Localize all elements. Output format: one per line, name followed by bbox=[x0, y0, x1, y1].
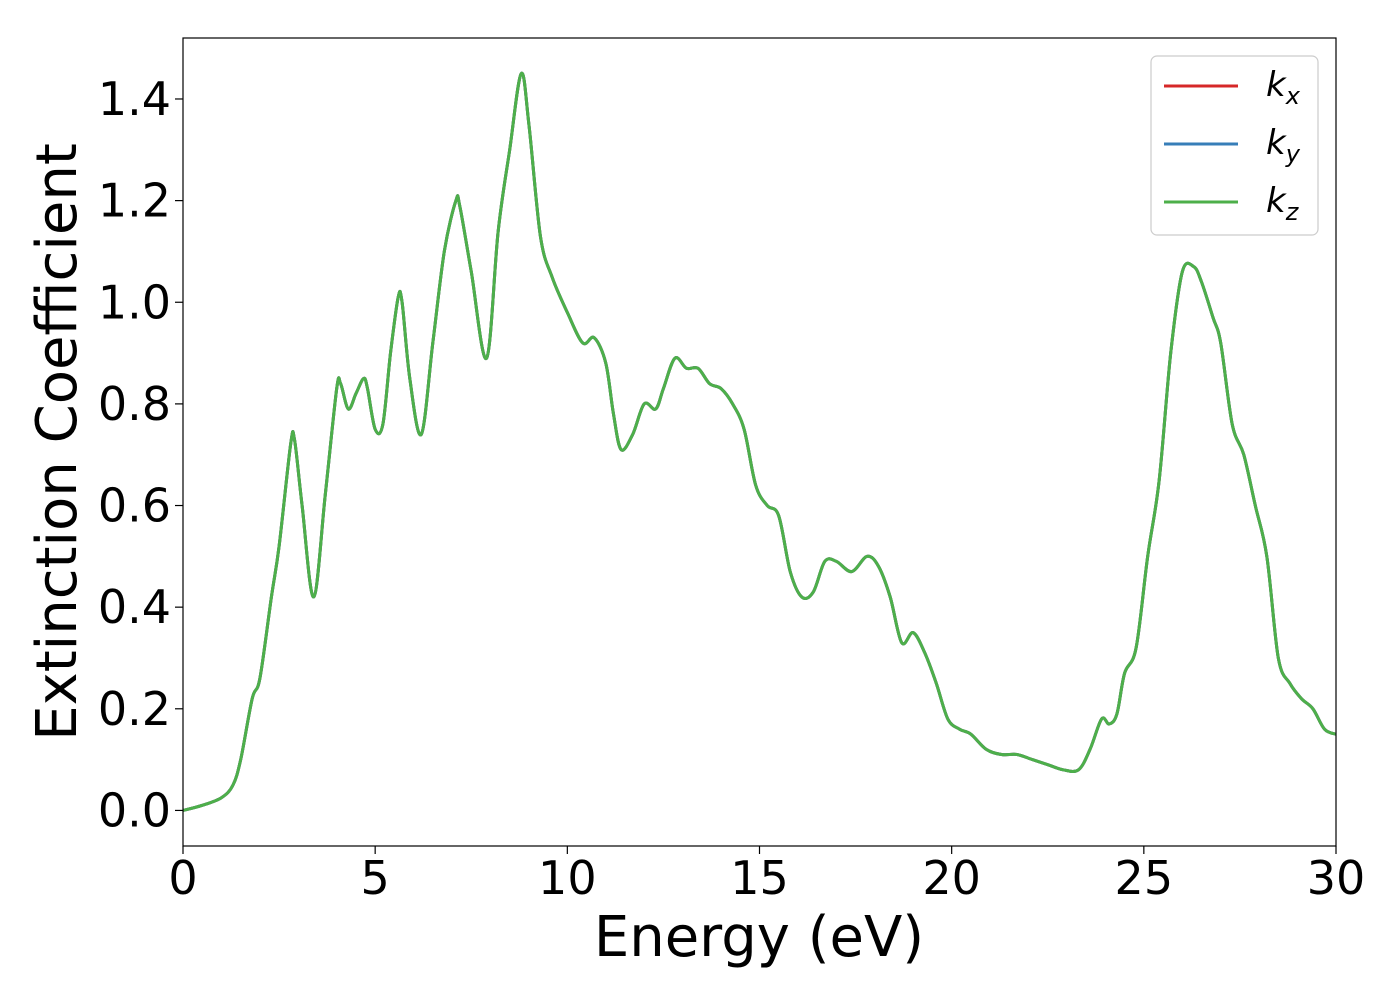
x-tick-label: 30 bbox=[1307, 851, 1366, 905]
x-tick-label: 10 bbox=[538, 851, 597, 905]
legend-label-subscript: y bbox=[1285, 140, 1301, 168]
series-lines bbox=[183, 71, 1336, 812]
y-tick-label: 1.4 bbox=[98, 72, 171, 126]
series-line-kz bbox=[183, 71, 1336, 812]
plot-layer: 0 5 10 15 20 25 30 0.0 0.2 0.4 0.6 0.8 1.0 1.2 1.4 kxky… bbox=[98, 37, 1366, 905]
legend-label-subscript: z bbox=[1285, 198, 1300, 226]
x-tick-label: 5 bbox=[361, 851, 390, 905]
y-axis-title: Extinction Coefficient bbox=[25, 143, 90, 741]
legend-label-subscript: x bbox=[1285, 82, 1301, 110]
x-tick-label: 15 bbox=[730, 851, 789, 905]
y-tick-label: 1.2 bbox=[98, 174, 171, 228]
x-tick-label: 0 bbox=[168, 851, 197, 905]
y-tick-label: 0.6 bbox=[98, 479, 171, 533]
y-tick-label: 0.2 bbox=[98, 682, 171, 736]
y-tick-label: 0.4 bbox=[98, 580, 171, 634]
y-tick-label: 0.0 bbox=[98, 783, 171, 837]
x-axis-title: Energy (eV) bbox=[594, 905, 924, 970]
y-tick-label: 0.8 bbox=[98, 377, 171, 431]
y-tick-label: 1.0 bbox=[98, 275, 171, 329]
x-tick-label: 20 bbox=[922, 851, 981, 905]
x-tick-label: 25 bbox=[1115, 851, 1174, 905]
